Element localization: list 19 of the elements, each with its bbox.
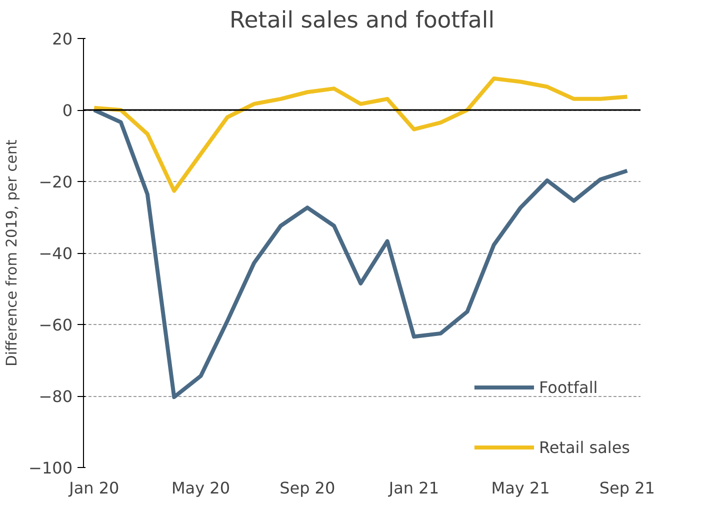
y-tick-label: −80 [38, 387, 72, 406]
x-tick-label: Jan 20 [68, 478, 120, 498]
x-tick-label: May 21 [491, 478, 550, 498]
x-tick-label: Sep 21 [599, 478, 655, 498]
y-tick-label: −100 [28, 458, 73, 478]
x-tick-label: May 20 [172, 478, 230, 498]
y-tick-label: 0 [62, 101, 73, 120]
y-tick-label: 20 [52, 30, 72, 48]
y-tick-label: −20 [38, 172, 72, 192]
line-series [92, 108, 630, 400]
line-series [92, 76, 630, 193]
legend-label: Retail sales [538, 438, 630, 456]
y-axis-title: Difference from 2019, per cent [4, 139, 21, 366]
x-tick-label: Sep 20 [280, 478, 336, 498]
legend-label: Footfall [538, 378, 598, 396]
y-tick-label: −60 [38, 316, 72, 334]
y-tick-label: −40 [38, 244, 72, 263]
chart-title: Retail sales and footfall [230, 8, 495, 34]
x-tick-label: Jan 21 [388, 478, 440, 498]
